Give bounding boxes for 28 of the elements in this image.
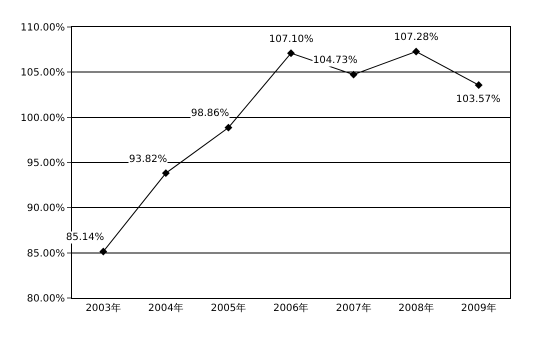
data-label: 107.28% [394, 32, 438, 43]
y-tick-label: 95.00% [26, 158, 65, 169]
data-label: 103.57% [456, 94, 500, 105]
point [224, 124, 232, 132]
point [350, 70, 358, 79]
point [99, 248, 108, 256]
point [474, 81, 483, 89]
y-tick-label: 85.00% [26, 248, 65, 260]
x-tick-label: 2006年 [273, 302, 309, 314]
y-tick-label: 100.00% [20, 112, 65, 124]
y-tick-label: 105.00% [20, 68, 65, 79]
x-tick-label: 2009年 [460, 302, 496, 314]
y-tick-label: 90.00% [26, 203, 65, 214]
x-tick-label: 2007年 [336, 302, 372, 314]
point [287, 49, 295, 58]
x-tick-label: 2005年 [210, 302, 246, 314]
data-label: 98.86% [191, 108, 230, 119]
point [412, 48, 420, 56]
data-label: 107.10% [269, 34, 314, 45]
x-tick-label: 2004年 [148, 302, 184, 314]
y-tick-label: 110.00% [20, 22, 65, 34]
data-label: 93.82% [129, 154, 168, 165]
x-tick-label: 2008年 [398, 302, 434, 314]
point [162, 169, 170, 178]
y-tick-label: 80.00% [26, 294, 65, 304]
data-label: 85.14% [66, 232, 104, 243]
x-tick-label: 2003年 [86, 302, 122, 314]
data-label: 104.73% [313, 55, 358, 66]
